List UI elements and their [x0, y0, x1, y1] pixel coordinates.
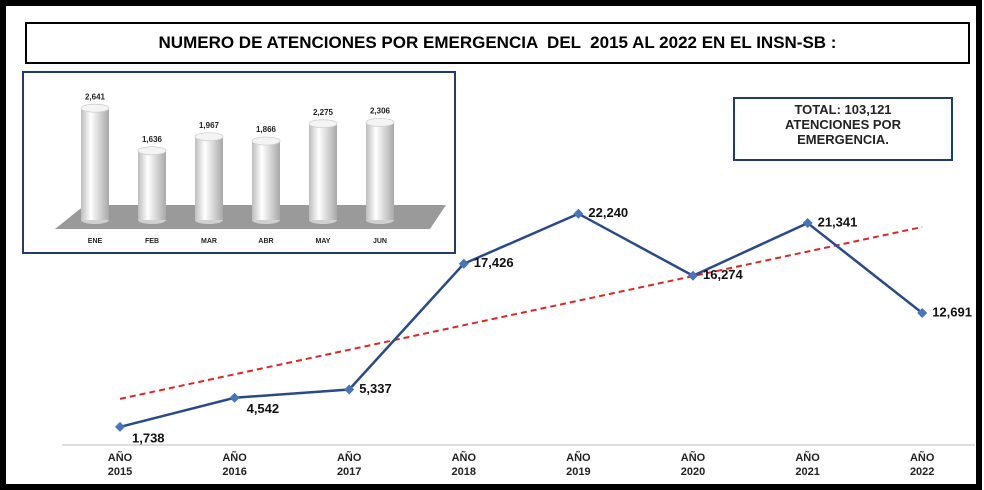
marker — [688, 270, 698, 281]
cylinder-top — [308, 119, 338, 129]
x-tick-label: AÑO 2022 — [909, 452, 935, 478]
chart-title: NUMERO DE ATENCIONES POR EMERGENCIA DEL … — [25, 22, 970, 64]
x-tick-label: FEB — [145, 238, 159, 245]
data-label: 17,426 — [474, 255, 514, 270]
trendline — [119, 226, 923, 400]
marker — [802, 218, 813, 229]
x-tick-label: AÑO 2017 — [336, 452, 362, 478]
cylinder-top — [137, 146, 167, 156]
bar — [81, 108, 109, 220]
x-tick-label: ABR — [258, 238, 273, 245]
cylinder-top — [194, 132, 224, 142]
cylinder-top — [80, 103, 110, 113]
data-label: 1,866 — [256, 125, 277, 134]
x-tick-label: AÑO 2020 — [680, 452, 706, 478]
marker — [229, 392, 240, 403]
data-label: 5,337 — [359, 381, 392, 396]
x-tick-label: JUN — [373, 238, 387, 245]
x-tick-label: ENE — [88, 238, 103, 245]
bar — [138, 150, 166, 220]
x-tick-label: AÑO 2019 — [566, 452, 591, 478]
data-label: 1,636 — [142, 135, 163, 144]
marker — [573, 208, 584, 219]
data-label: 22,240 — [588, 205, 628, 220]
data-label: 2,306 — [370, 106, 391, 115]
cylinder-top — [365, 117, 395, 127]
data-label: 1,967 — [199, 121, 220, 130]
bar — [252, 141, 280, 220]
marker — [344, 384, 355, 395]
data-label: 1,738 — [132, 430, 165, 445]
data-label: 2,641 — [85, 92, 106, 101]
x-tick-label: AÑO 2016 — [222, 452, 247, 478]
data-label: 21,341 — [818, 214, 858, 229]
marker — [115, 421, 125, 432]
data-label: 4,542 — [247, 401, 280, 416]
bar — [309, 123, 337, 220]
data-label: 2,275 — [313, 108, 334, 117]
x-tick-label: AÑO 2021 — [795, 452, 820, 478]
x-tick-label: MAR — [201, 238, 217, 245]
data-label: 12,691 — [932, 304, 972, 319]
data-label: 16,274 — [703, 267, 744, 282]
bar — [366, 122, 394, 220]
marker — [458, 258, 469, 269]
marker — [917, 308, 928, 319]
x-tick-label: AÑO 2015 — [107, 452, 133, 478]
x-tick-label: AÑO 2018 — [451, 452, 477, 478]
annotation: TOTAL: 103,121 ATENCIONES POR EMERGENCIA… — [733, 97, 953, 161]
line — [119, 212, 923, 429]
bar — [195, 136, 223, 220]
cylinder-top — [251, 136, 281, 146]
x-tick-label: MAY — [316, 238, 331, 245]
